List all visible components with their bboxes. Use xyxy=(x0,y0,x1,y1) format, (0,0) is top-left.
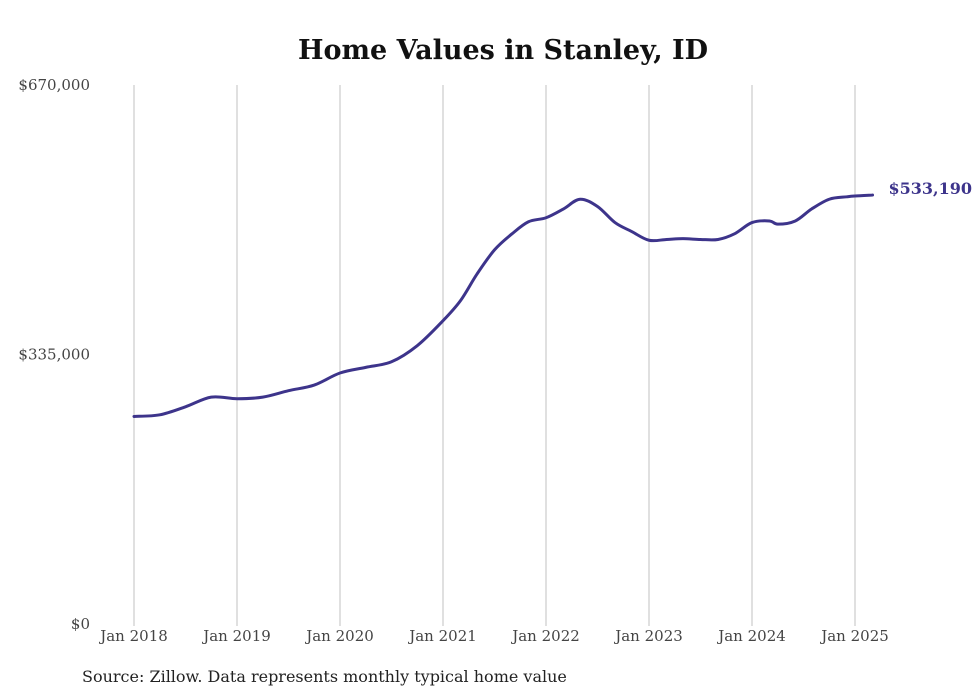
x-tick-label: Jan 2024 xyxy=(716,627,786,645)
chart-title: Home Values in Stanley, ID xyxy=(298,35,708,66)
x-tick-label: Jan 2020 xyxy=(304,627,374,645)
x-tick-label: Jan 2021 xyxy=(407,627,477,645)
x-tick-label: Jan 2018 xyxy=(98,627,168,645)
source-note: Source: Zillow. Data represents monthly … xyxy=(82,667,567,686)
y-tick-label: $670,000 xyxy=(18,76,90,94)
x-tick-label: Jan 2023 xyxy=(613,627,683,645)
end-value-label: $533,190 xyxy=(889,179,973,198)
y-tick-label: $0 xyxy=(71,615,90,633)
gridlines xyxy=(133,85,856,626)
y-tick-label: $335,000 xyxy=(18,346,90,364)
x-tick-label: Jan 2019 xyxy=(201,627,271,645)
x-tick-label: Jan 2022 xyxy=(510,627,580,645)
series-line xyxy=(132,193,875,418)
y-axis-ticks: $0 $335,000 $670,000 xyxy=(18,76,90,633)
series-layer xyxy=(132,193,875,418)
x-axis-ticks: Jan 2018 Jan 2019 Jan 2020 Jan 2021 Jan 2022… xyxy=(98,627,889,645)
x-tick-label: Jan 2025 xyxy=(819,627,889,645)
